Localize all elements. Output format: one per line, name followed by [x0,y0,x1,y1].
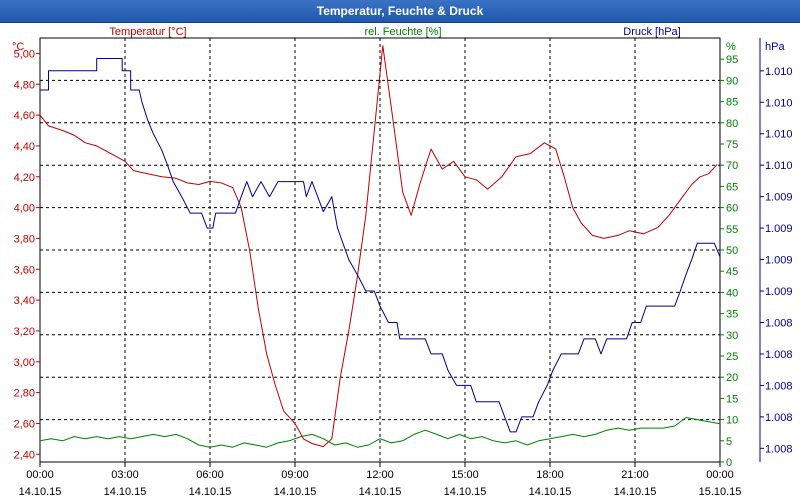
x-tick-date-label: 14.10.15 [19,486,62,498]
x-tick-time-label: 00:00 [26,469,54,481]
humidity-tick-label: 85 [726,97,738,109]
series-lines [39,45,721,448]
grid-lines [36,38,764,467]
x-tick-date-label: 14.10.15 [189,486,232,498]
x-tick-time-label: 03:00 [111,469,139,481]
humidity-tick-label: 15 [726,393,738,405]
x-tick-date-label: 14.10.15 [274,486,317,498]
pressure-tick-label: 1.009 [765,255,793,267]
x-tick-date-label: 14.10.15 [529,486,572,498]
humidity-tick-label: 25 [726,351,738,363]
temperature-tick-label: 4,20 [14,172,35,184]
pressure-tick-label: 1.008 [765,317,793,329]
humidity-tick-label: 65 [726,181,738,193]
humidity-series-line [39,417,721,448]
temperature-tick-label: 5,00 [14,48,35,60]
humidity-tick-label: 20 [726,372,738,384]
humidity-tick-label: 60 [726,203,738,215]
pressure-tick-label: 1.009 [765,192,793,204]
x-tick-time-label: 15:00 [451,469,479,481]
x-tick-time-label: 21:00 [621,469,649,481]
pressure-tick-label: 1.010 [765,160,793,172]
humidity-tick-label: 45 [726,266,738,278]
x-tick-date-label: 14.10.15 [444,486,487,498]
chart-title: Temperatur, Feuchte & Druck [316,4,484,18]
temperature-tick-label: 4,00 [14,203,35,215]
pressure-tick-label: 1.010 [765,97,793,109]
chart-title-bar: Temperatur, Feuchte & Druck [0,0,800,23]
axis-labels: 00:00 14.10.15 03:00 14.10.15 06:00 14.10.15 0… [12,26,793,498]
pressure-tick-label: 1.010 [765,66,793,78]
x-tick-date-label: 14.10.15 [359,486,402,498]
temperature-tick-label: 4,80 [14,79,35,91]
humidity-tick-label: 0 [726,457,732,469]
temperature-series-label: Temperatur [°C] [109,26,186,38]
humidity-tick-label: 10 [726,415,738,427]
temperature-tick-label: 2,60 [14,418,35,430]
x-tick-time-label: 12:00 [366,469,394,481]
humidity-tick-label: 75 [726,139,738,151]
temperature-tick-label: 3,20 [14,326,35,338]
humidity-unit-label: % [726,41,736,53]
temperature-tick-label: 4,60 [14,110,35,122]
humidity-tick-label: 90 [726,75,738,87]
humidity-tick-label: 5 [726,436,732,448]
x-tick-date-label: 15.10.15 [699,486,742,498]
temperature-tick-label: 3,60 [14,264,35,276]
pressure-tick-label: 1.008 [765,349,793,361]
pressure-series-label: Druck [hPa] [623,26,680,38]
pressure-unit-label: hPa [765,41,785,53]
x-tick-time-label: 06:00 [196,469,224,481]
humidity-tick-label: 50 [726,245,738,257]
temperature-series-line [39,45,718,448]
x-tick-date-label: 14.10.15 [104,486,147,498]
temperature-tick-label: 3,80 [14,233,35,245]
humidity-tick-label: 70 [726,160,738,172]
pressure-tick-label: 1.010 [765,129,793,141]
humidity-tick-label: 95 [726,54,738,66]
pressure-tick-label: 1.008 [765,443,793,455]
temperature-tick-label: 3,00 [14,357,35,369]
humidity-series-label: rel. Feuchte [%] [364,26,441,38]
pressure-tick-label: 1.009 [765,223,793,235]
temperature-tick-label: 3,40 [14,295,35,307]
temperature-unit-label: °C [12,41,24,53]
temperature-tick-label: 2,40 [14,449,35,461]
pressure-tick-label: 1.009 [765,286,793,298]
pressure-tick-label: 1.008 [765,412,793,424]
x-tick-time-label: 18:00 [536,469,564,481]
temperature-tick-label: 2,80 [14,388,35,400]
pressure-series-line [40,58,721,433]
x-tick-time-label: 00:00 [706,469,734,481]
x-tick-time-label: 09:00 [281,469,309,481]
humidity-tick-label: 40 [726,287,738,299]
humidity-tick-label: 55 [726,224,738,236]
humidity-tick-label: 35 [726,309,738,321]
temperature-tick-label: 4,40 [14,141,35,153]
pressure-tick-label: 1.008 [765,380,793,392]
humidity-tick-label: 30 [726,330,738,342]
x-tick-date-label: 14.10.15 [614,486,657,498]
humidity-tick-label: 80 [726,118,738,130]
